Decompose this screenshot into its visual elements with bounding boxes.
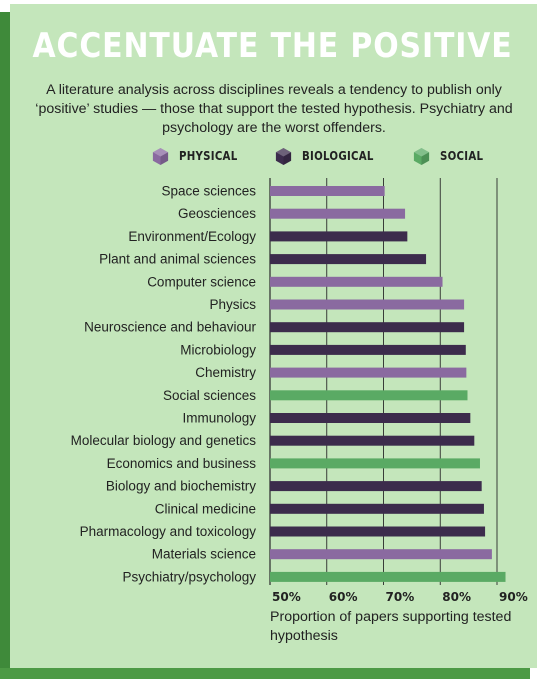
category-label: Biology and biochemistry [106, 479, 256, 494]
category-label: Social sciences [163, 388, 256, 403]
bar [270, 413, 471, 423]
category-label: Clinical medicine [155, 501, 256, 516]
cube-icon [275, 147, 291, 165]
x-axis-label: Proportion of papers supporting tested h… [270, 609, 512, 644]
category-label: Economics and business [107, 456, 257, 471]
bar [270, 571, 506, 582]
category-label: Plant and animal sciences [99, 252, 256, 267]
bar [270, 549, 492, 560]
bar [270, 276, 443, 287]
panel-side-shadow [0, 12, 10, 679]
category-label: Space sciences [161, 184, 256, 199]
legend-item-social: SOCIAL [412, 147, 491, 166]
category-label: Microbiology [180, 342, 256, 357]
category-label: Psychiatry/psychology [122, 569, 256, 584]
category-label: Physics [209, 297, 256, 312]
category-label: Computer science [147, 274, 256, 289]
bar [270, 503, 484, 514]
chart-subtitle: A literature analysis across disciplines… [35, 82, 513, 136]
bar [270, 435, 475, 446]
bar [270, 254, 427, 265]
cube-icon [152, 147, 169, 165]
legend-item-physical: PHYSICAL [151, 147, 248, 166]
tick-label: 90% [499, 590, 528, 604]
legend-item-biological: BIOLOGICAL [274, 147, 386, 166]
tick-label: 70% [386, 590, 415, 604]
category-label: Geosciences [178, 206, 256, 221]
bar [270, 322, 465, 333]
tick-label: 80% [442, 590, 471, 604]
bar [270, 186, 385, 196]
category-label: Neuroscience and behaviour [84, 320, 256, 335]
category-label: Environment/Ecology [128, 229, 256, 244]
category-label: Pharmacology and toxicology [80, 524, 257, 539]
category-label: Materials science [152, 547, 256, 562]
bar [270, 526, 486, 537]
legend: PHYSICAL BIOLOGICAL SOCIAL [151, 146, 517, 166]
cube-icon [413, 147, 430, 165]
legend-label-physical: PHYSICAL [179, 149, 238, 163]
bar [270, 299, 465, 310]
bar [270, 208, 406, 219]
category-label: Immunology [182, 411, 256, 426]
tick-label: 60% [329, 590, 358, 604]
legend-label-biological: BIOLOGICAL [301, 149, 374, 163]
panel-bottom-shadow [0, 668, 530, 679]
chart-title: ACCENTUATE THE POSITIVE [32, 26, 513, 66]
bar [270, 367, 467, 378]
legend-label-social: SOCIAL [440, 149, 484, 163]
category-label: Chemistry [195, 365, 256, 380]
bar [270, 390, 468, 401]
bar [270, 344, 466, 355]
tick-label: 50% [272, 590, 301, 604]
bar [270, 458, 480, 469]
bar [270, 231, 408, 242]
category-label: Molecular biology and genetics [71, 433, 257, 448]
bar [270, 481, 482, 492]
